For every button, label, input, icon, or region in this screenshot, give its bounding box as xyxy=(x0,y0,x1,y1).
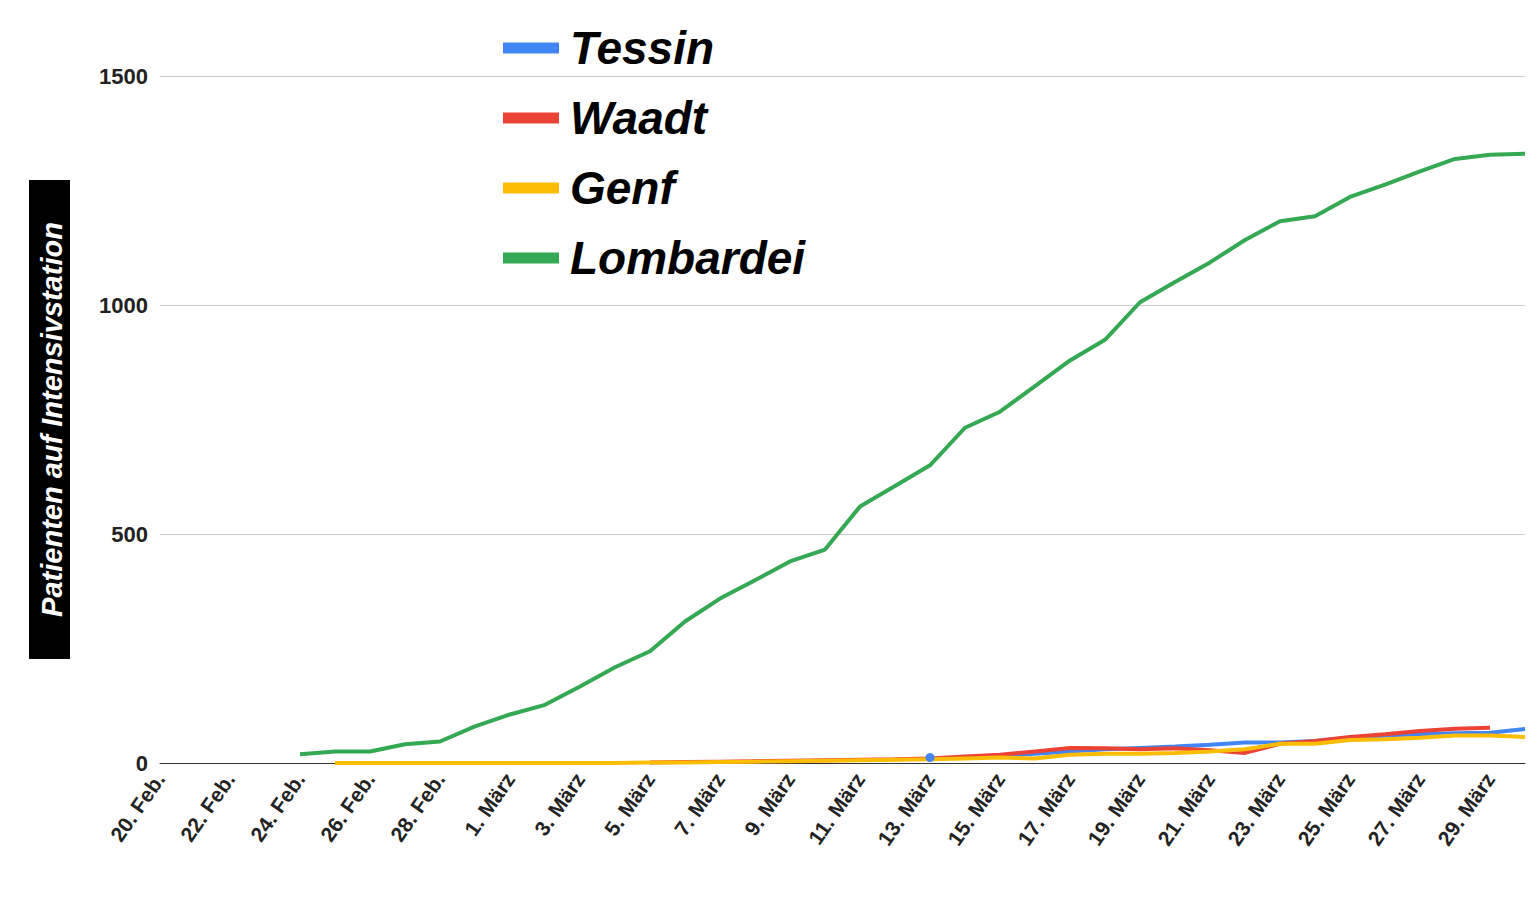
svg-text:19. März: 19. März xyxy=(1083,768,1149,849)
svg-text:21. März: 21. März xyxy=(1153,768,1219,849)
svg-text:Patienten auf Intensivstation: Patienten auf Intensivstation xyxy=(36,222,68,617)
svg-text:13. März: 13. März xyxy=(873,768,939,849)
svg-text:7. März: 7. März xyxy=(670,768,730,840)
svg-text:29. März: 29. März xyxy=(1433,768,1499,849)
svg-text:3. März: 3. März xyxy=(530,768,590,840)
svg-text:500: 500 xyxy=(111,522,148,547)
svg-text:15. März: 15. März xyxy=(943,768,1009,849)
svg-text:25. März: 25. März xyxy=(1293,768,1359,849)
svg-text:9. März: 9. März xyxy=(740,768,800,840)
svg-text:20. Feb.: 20. Feb. xyxy=(106,768,170,845)
svg-text:0: 0 xyxy=(136,751,148,776)
svg-text:26. Feb.: 26. Feb. xyxy=(316,768,380,845)
svg-text:Tessin: Tessin xyxy=(570,22,714,74)
svg-text:Genf: Genf xyxy=(570,162,679,214)
svg-text:1. März: 1. März xyxy=(460,768,520,840)
svg-text:24. Feb.: 24. Feb. xyxy=(246,768,310,845)
svg-text:11. März: 11. März xyxy=(804,768,870,848)
svg-text:5. März: 5. März xyxy=(600,768,660,840)
svg-text:Waadt: Waadt xyxy=(570,92,709,144)
svg-text:Lombardei: Lombardei xyxy=(570,232,806,284)
svg-text:17. März: 17. März xyxy=(1013,768,1079,849)
svg-text:28. Feb.: 28. Feb. xyxy=(386,768,450,845)
svg-text:23. März: 23. März xyxy=(1223,768,1289,849)
svg-text:27. März: 27. März xyxy=(1363,768,1429,849)
svg-text:1500: 1500 xyxy=(99,64,148,89)
svg-text:22. Feb.: 22. Feb. xyxy=(176,768,240,845)
svg-text:1000: 1000 xyxy=(99,293,148,318)
